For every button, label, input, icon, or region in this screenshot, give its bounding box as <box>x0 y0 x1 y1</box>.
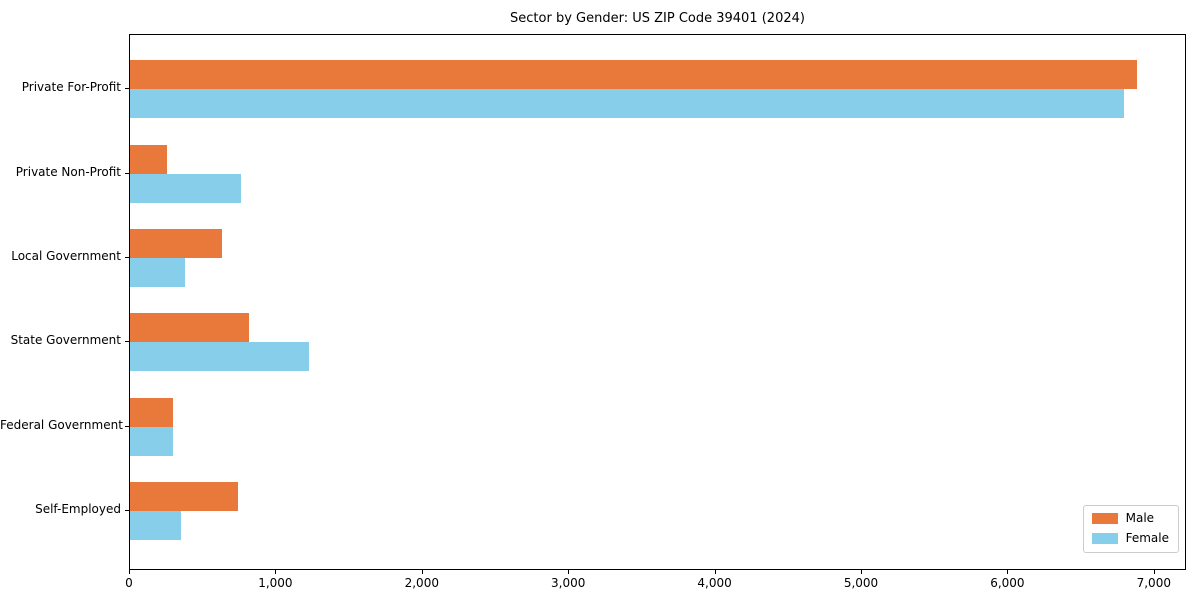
y-tick <box>125 341 129 343</box>
x-axis-label-2: 2,000 <box>404 576 439 590</box>
legend: Male Female <box>1082 505 1179 553</box>
x-tick <box>421 570 423 574</box>
bar-female-4 <box>130 426 173 456</box>
y-axis-label-5: Self-Employed <box>35 501 121 516</box>
x-tick <box>1007 570 1009 574</box>
x-tick <box>1153 570 1155 574</box>
bar-female-0 <box>130 89 1124 119</box>
x-tick <box>714 570 716 574</box>
x-axis-label-7: 7,000 <box>1136 576 1171 590</box>
legend-swatch-male <box>1091 513 1118 524</box>
x-axis-label-3: 3,000 <box>551 576 586 590</box>
bar-male-3 <box>130 313 249 343</box>
y-axis-label-0: Private For-Profit <box>21 80 121 95</box>
bar-male-5 <box>130 481 238 511</box>
legend-item-male: Male <box>1091 511 1169 525</box>
bar-female-3 <box>130 342 309 372</box>
x-axis-label-1: 1,000 <box>258 576 293 590</box>
bar-female-2 <box>130 257 185 287</box>
x-axis-label-5: 5,000 <box>843 576 879 590</box>
legend-swatch-female <box>1091 533 1118 544</box>
bar-male-0 <box>130 60 1138 90</box>
x-axis-label-4: 4,000 <box>697 576 732 590</box>
bar-male-2 <box>130 228 222 258</box>
y-tick <box>125 88 129 90</box>
legend-item-female: Female <box>1091 531 1169 545</box>
x-tick <box>568 570 570 574</box>
legend-label-female: Female <box>1125 531 1169 545</box>
x-axis-label-0: 0 <box>125 576 133 590</box>
y-axis-label-3: State Government <box>10 333 121 348</box>
plot-area: Male Female <box>129 34 1186 570</box>
bar-male-1 <box>130 144 168 174</box>
x-tick <box>275 570 277 574</box>
bar-male-4 <box>130 397 174 427</box>
bar-female-5 <box>130 510 181 540</box>
x-tick <box>861 570 862 574</box>
y-axis-label-4: Federal Government <box>0 417 123 432</box>
y-tick <box>125 172 129 174</box>
y-tick <box>125 509 129 511</box>
bar-female-1 <box>130 173 241 203</box>
y-tick <box>125 256 129 258</box>
y-tick <box>125 425 129 427</box>
x-axis-label-6: 6,000 <box>990 576 1025 590</box>
y-axis-label-2: Local Government <box>11 248 121 263</box>
chart-title: Sector by Gender: US ZIP Code 39401 (202… <box>510 11 805 26</box>
x-tick <box>129 570 130 574</box>
y-axis-label-1: Private Non-Profit <box>15 164 121 179</box>
legend-label-male: Male <box>1125 511 1155 525</box>
